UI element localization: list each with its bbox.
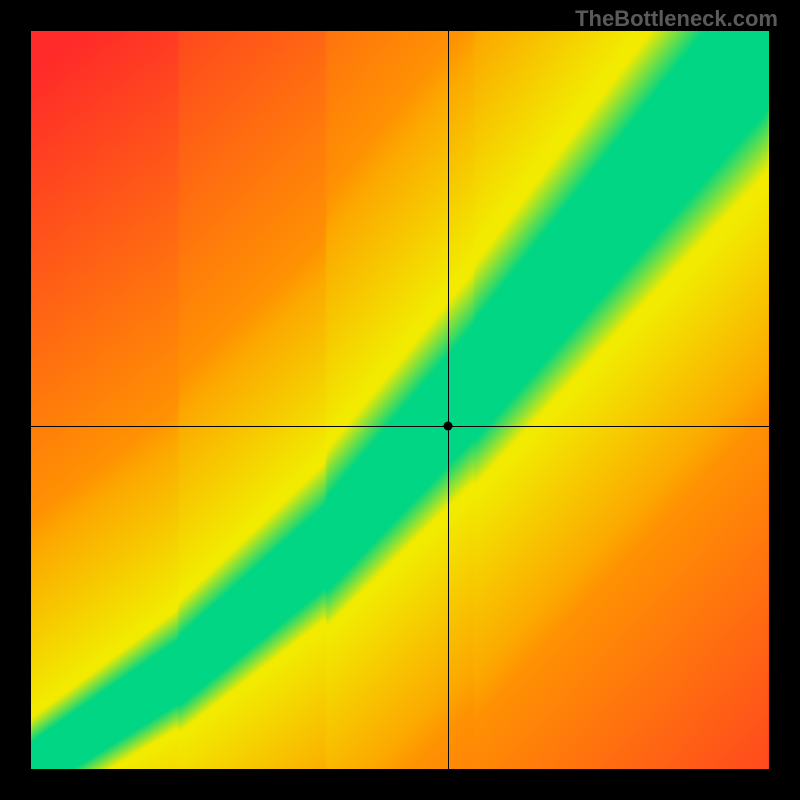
plot-area — [30, 30, 770, 770]
crosshair-vertical — [448, 30, 449, 770]
selection-marker — [444, 421, 453, 430]
crosshair-horizontal — [30, 426, 770, 427]
watermark-text: TheBottleneck.com — [575, 6, 778, 32]
bottleneck-heatmap — [30, 30, 770, 770]
